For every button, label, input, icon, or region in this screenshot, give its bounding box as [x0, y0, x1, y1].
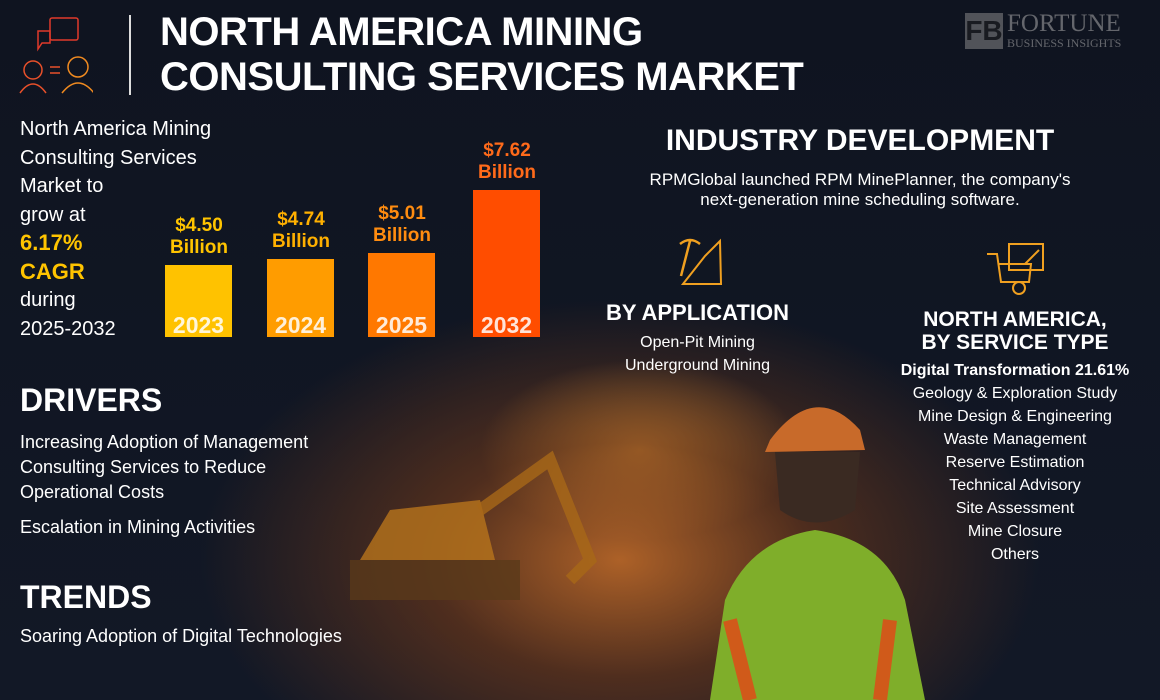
value-unit: Billion [372, 224, 432, 246]
page-title-line1: NORTH AMERICA MINING [160, 10, 643, 54]
summary-text: during [20, 289, 76, 311]
by-application-heading: BY APPLICATION [606, 300, 789, 325]
service-type-heading: NORTH AMERICA, BY SERVICE TYPE [890, 308, 1140, 354]
industry-development-heading: INDUSTRY DEVELOPMENT [665, 124, 1055, 157]
cagr-label: CAGR [20, 258, 85, 284]
service-item: Technical Advisory [949, 477, 1081, 494]
driver-text: Increasing Adoption of Management [20, 432, 309, 452]
driver-text: Consulting Services to Reduce [20, 457, 267, 477]
header-divider [129, 15, 131, 95]
market-summary: North America Mining Consulting Services… [20, 115, 211, 343]
value-amount: $5.01 [378, 202, 426, 224]
service-item: Reserve Estimation [945, 454, 1085, 471]
service-item: Waste Management [943, 431, 1087, 448]
industry-text: RPMGlobal launched RPM MinePlanner, the … [649, 170, 1071, 189]
value-unit: Billion [477, 162, 537, 184]
forecast-period: 2025-2032 [20, 317, 116, 340]
application-item: Open-Pit Mining [640, 334, 755, 351]
industry-development-text: RPMGlobal launched RPM MinePlanner, the … [580, 170, 1140, 210]
pickaxe-mining-icon [679, 238, 723, 285]
driver-text: Operational Costs [20, 482, 165, 502]
service-heading-line: NORTH AMERICA, [923, 308, 1107, 331]
bar-value-label: $5.01 Billion [352, 203, 452, 247]
summary-text: Market to [20, 175, 104, 197]
industry-text: next-generation mine scheduling software… [700, 190, 1020, 209]
market-size-bar-chart: 2023 $4.50 Billion 2024 $4.74 Billion 2025 $5.0… [149, 130, 570, 338]
bar-value-label: $4.50 Billion [149, 215, 249, 259]
bar-2023 [165, 265, 232, 337]
bar-year-label: 2032 [480, 312, 533, 338]
trend-text: Soaring Adoption of Digital Technologies [20, 626, 342, 646]
bar-year-label: 2025 [375, 312, 428, 338]
bar-value-label: $7.62 Billion [457, 140, 557, 184]
service-type-list: Digital Transformation 21.61% Geology & … [880, 359, 1150, 566]
mining-cart-chart-icon [987, 243, 1044, 295]
driver-text: Escalation in Mining Activities [20, 517, 256, 537]
trends-heading: TRENDS [20, 579, 152, 615]
excavator-photo-illustration [350, 450, 598, 600]
worker-photo-illustration [710, 407, 925, 700]
application-list: Open-Pit Mining Underground Mining [590, 331, 805, 377]
bar-year-label: 2023 [172, 312, 225, 338]
service-item: Mine Design & Engineering [918, 408, 1112, 425]
bar-year-label: 2024 [274, 312, 327, 338]
value-amount: $4.50 [175, 215, 223, 236]
summary-text: North America Mining [20, 118, 212, 140]
summary-text: Consulting Services [20, 146, 197, 169]
service-heading-line: BY SERVICE TYPE [921, 331, 1109, 354]
service-item: Mine Closure [967, 523, 1063, 540]
service-item: Geology & Exploration Study [912, 385, 1118, 402]
application-item: Underground Mining [625, 357, 770, 374]
service-item: Site Assessment [955, 500, 1075, 517]
value-unit: Billion [271, 231, 331, 253]
drivers-list: Increasing Adoption of Management Consul… [20, 430, 308, 540]
fortune-logo: FB FORTUNE BUSINESS INSIGHTS [965, 10, 1122, 50]
consultant-worker-icon [19, 17, 93, 94]
service-highlight: Digital Transformation 21.61% [900, 362, 1130, 379]
page-title-line2: CONSULTING SERVICES MARKET [160, 55, 804, 99]
fortune-logo-mark: FB [965, 13, 1003, 49]
bar-2032 [473, 190, 540, 337]
service-item: Others [990, 546, 1039, 563]
bar-2024 [267, 259, 334, 337]
logo-subtext: BUSINESS INSIGHTS [1007, 36, 1122, 50]
value-unit: Billion [169, 237, 229, 258]
logo-text: FORTUNE [1007, 10, 1121, 37]
bar-2025 [368, 252, 435, 337]
summary-text: grow at [20, 203, 86, 226]
value-amount: $4.74 [277, 209, 325, 231]
drivers-heading: DRIVERS [20, 382, 163, 418]
value-amount: $7.62 [483, 140, 531, 162]
cagr-value: 6.17% [20, 230, 83, 255]
bar-value-label: $4.74 Billion [251, 209, 351, 253]
